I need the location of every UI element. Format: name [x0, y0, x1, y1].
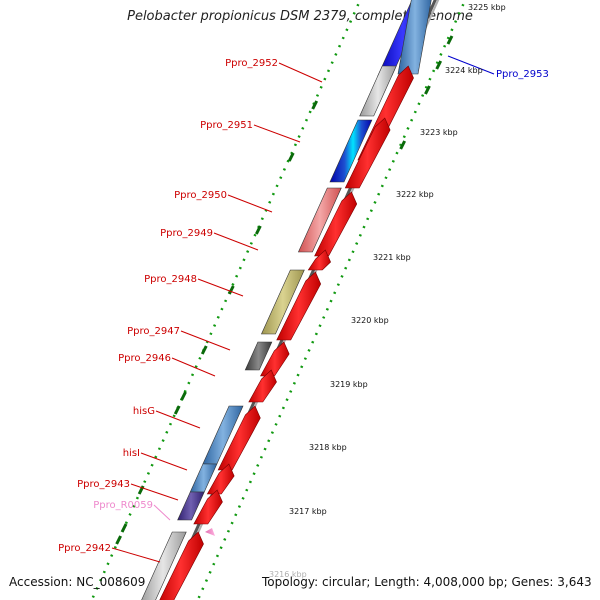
genome-title: Pelobacter propionicus DSM 2379, complet… [127, 9, 473, 24]
gene-label[interactable]: Ppro_R0059 [93, 500, 153, 511]
ruler-tick-label: 3224 kbp [445, 66, 483, 75]
tick-mark [424, 85, 431, 95]
gene-ppro-r0059-mark [205, 528, 215, 536]
tick-mark [435, 60, 443, 70]
tick-mark [200, 345, 208, 355]
minor-ticks [115, 35, 454, 545]
gene-label[interactable]: Ppro_2947 [127, 326, 180, 337]
gene-label[interactable]: Ppro_2949 [160, 228, 213, 239]
gene-ppro-2948-block [261, 269, 305, 335]
gene-ppro-2950-arrow [314, 191, 358, 257]
gene-ppro-2951-block [329, 119, 373, 183]
tick-mark [137, 485, 145, 495]
leader-line [278, 62, 323, 83]
ruler-tick-label: 3218 kbp [309, 443, 347, 452]
ruler-tick-label: 3221 kbp [373, 253, 411, 262]
leader-line [180, 330, 231, 351]
ruler-tick-label: 3225 kbp [468, 3, 506, 12]
tick-mark [173, 405, 181, 415]
ruler-tick-label: 3217 kbp [289, 507, 327, 516]
leader-line [227, 194, 273, 213]
guide-lines [90, 0, 467, 600]
reverse-strand-genes [141, 0, 432, 600]
leader-line [197, 278, 244, 297]
leader-line [155, 410, 201, 429]
gene-ppro-2951-arrow [344, 117, 391, 189]
leader-line [111, 547, 161, 563]
tick-mark [446, 35, 454, 45]
ruler-tick-label: 3222 kbp [396, 190, 434, 199]
gene-ppro-2948-arrow [276, 271, 322, 341]
gene-label[interactable]: hisG [133, 406, 155, 417]
gene-ppro-2946b-arrow [248, 369, 277, 403]
gene-label[interactable]: Ppro_2951 [200, 120, 253, 131]
leader-line [130, 483, 179, 501]
forward-strand-genes [159, 65, 414, 600]
tick-mark [180, 391, 187, 401]
ruler-tick-label: 3219 kbp [330, 380, 368, 389]
gene-label[interactable]: Ppro_2948 [144, 274, 197, 285]
tick-mark [115, 535, 122, 545]
gene-ppro-2950-block [297, 187, 342, 253]
gene-label[interactable]: Ppro_2952 [225, 58, 278, 69]
tick-mark [399, 140, 406, 150]
gene-label[interactable]: Ppro_2942 [58, 543, 111, 554]
gene-hisg-arrow [217, 405, 261, 471]
gene-ppro-2942-block [141, 531, 187, 600]
gene-label[interactable]: hisI [123, 448, 140, 459]
topology-text: Topology: circular; Length: 4,008,000 bp… [262, 575, 592, 589]
tick-mark [120, 523, 128, 533]
gene-label[interactable]: Ppro_2950 [174, 190, 227, 201]
leader-line [153, 504, 171, 521]
leader-line [140, 452, 188, 471]
leader-line [253, 124, 301, 143]
tick-mark [311, 100, 319, 110]
gene-label[interactable]: Ppro_2943 [77, 479, 130, 490]
gene-ppro-2942-arrow [159, 531, 204, 600]
ruler-tick-label: 3223 kbp [420, 128, 458, 137]
gene-ppro-2947-block [244, 341, 273, 371]
gene-ppro-2946-arrow [260, 341, 290, 377]
ruler-tick-label: 3216 kbp [269, 570, 307, 579]
gene-ppro-2949-arrow [307, 249, 331, 271]
leader-line [213, 232, 259, 251]
tick-mark [254, 225, 262, 235]
gene-label[interactable]: Ppro_2953 [496, 69, 549, 80]
tick-mark [287, 152, 295, 162]
gene-ppro-2943-block [177, 491, 205, 521]
leader-line [171, 357, 216, 377]
gene-hisi-arrow [206, 463, 235, 495]
gene-callouts: Ppro_2952 Ppro_2951 Ppro_2950 Ppro_2949 Ppro… [58, 55, 549, 563]
gene-ppro-2952-block [359, 65, 397, 117]
gene-label[interactable]: Ppro_2946 [118, 353, 171, 364]
accession-text: Accession: NC_008609 [9, 575, 146, 589]
tick-mark [227, 285, 235, 295]
gene-ppro-2943-arrow [193, 489, 223, 525]
gene-ppro-2953-steel-block [397, 0, 432, 75]
ruler-labels: 3225 kbp 3224 kbp 3223 kbp 3222 kbp 3221 kbp… [269, 3, 506, 579]
ruler-tick-label: 3220 kbp [351, 316, 389, 325]
leader-line [447, 55, 495, 75]
